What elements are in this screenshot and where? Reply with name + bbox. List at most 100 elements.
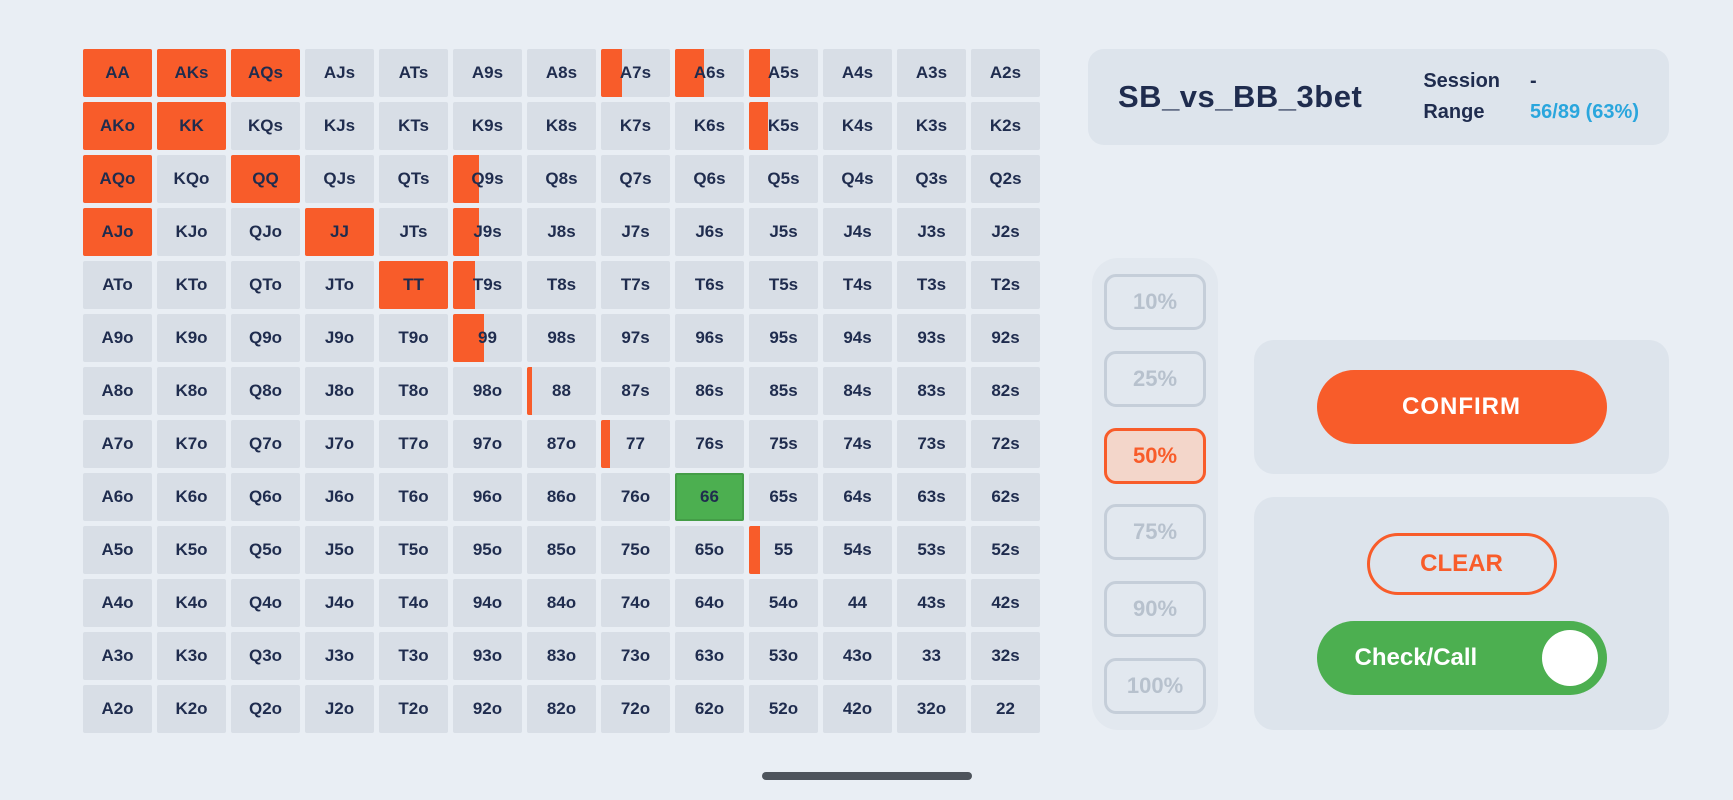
hand-cell-K5o[interactable]: K5o	[157, 526, 226, 574]
hand-cell-54o[interactable]: 54o	[749, 579, 818, 627]
preset-50%[interactable]: 50%	[1104, 427, 1206, 484]
hand-cell-K2s[interactable]: K2s	[971, 102, 1040, 150]
hand-cell-KJo[interactable]: KJo	[157, 208, 226, 256]
hand-cell-87s[interactable]: 87s	[601, 367, 670, 415]
hand-cell-92o[interactable]: 92o	[453, 685, 522, 733]
hand-cell-KTs[interactable]: KTs	[379, 102, 448, 150]
hand-cell-J6s[interactable]: J6s	[675, 208, 744, 256]
hand-cell-A3o[interactable]: A3o	[83, 632, 152, 680]
hand-cell-76s[interactable]: 76s	[675, 420, 744, 468]
hand-cell-63s[interactable]: 63s	[897, 473, 966, 521]
hand-cell-KQs[interactable]: KQs	[231, 102, 300, 150]
hand-cell-T4s[interactable]: T4s	[823, 261, 892, 309]
hand-cell-J8s[interactable]: J8s	[527, 208, 596, 256]
hand-cell-Q5s[interactable]: Q5s	[749, 155, 818, 203]
hand-cell-87o[interactable]: 87o	[527, 420, 596, 468]
hand-cell-98s[interactable]: 98s	[527, 314, 596, 362]
hand-cell-T5o[interactable]: T5o	[379, 526, 448, 574]
hand-cell-A2s[interactable]: A2s	[971, 49, 1040, 97]
hand-cell-T5s[interactable]: T5s	[749, 261, 818, 309]
hand-cell-T7s[interactable]: T7s	[601, 261, 670, 309]
hand-cell-K4o[interactable]: K4o	[157, 579, 226, 627]
hand-cell-65o[interactable]: 65o	[675, 526, 744, 574]
hand-cell-Q7o[interactable]: Q7o	[231, 420, 300, 468]
hand-cell-AA[interactable]: AA	[83, 49, 152, 97]
hand-cell-66[interactable]: 66	[675, 473, 744, 521]
hand-cell-T7o[interactable]: T7o	[379, 420, 448, 468]
hand-cell-A2o[interactable]: A2o	[83, 685, 152, 733]
hand-cell-T3s[interactable]: T3s	[897, 261, 966, 309]
hand-cell-Q4s[interactable]: Q4s	[823, 155, 892, 203]
hand-cell-Q2s[interactable]: Q2s	[971, 155, 1040, 203]
hand-cell-Q8s[interactable]: Q8s	[527, 155, 596, 203]
confirm-button[interactable]: CONFIRM	[1316, 370, 1607, 444]
hand-cell-62s[interactable]: 62s	[971, 473, 1040, 521]
hand-cell-QJo[interactable]: QJo	[231, 208, 300, 256]
hand-cell-ATo[interactable]: ATo	[83, 261, 152, 309]
hand-cell-AQo[interactable]: AQo	[83, 155, 152, 203]
hand-cell-T4o[interactable]: T4o	[379, 579, 448, 627]
hand-cell-83s[interactable]: 83s	[897, 367, 966, 415]
hand-cell-84o[interactable]: 84o	[527, 579, 596, 627]
hand-cell-AJo[interactable]: AJo	[83, 208, 152, 256]
hand-cell-AKs[interactable]: AKs	[157, 49, 226, 97]
home-indicator[interactable]	[762, 772, 972, 780]
hand-cell-J3o[interactable]: J3o	[305, 632, 374, 680]
hand-cell-T8o[interactable]: T8o	[379, 367, 448, 415]
hand-cell-K7s[interactable]: K7s	[601, 102, 670, 150]
hand-cell-73s[interactable]: 73s	[897, 420, 966, 468]
hand-cell-A5s[interactable]: A5s	[749, 49, 818, 97]
hand-cell-T6o[interactable]: T6o	[379, 473, 448, 521]
hand-cell-T3o[interactable]: T3o	[379, 632, 448, 680]
hand-cell-K9o[interactable]: K9o	[157, 314, 226, 362]
hand-cell-95o[interactable]: 95o	[453, 526, 522, 574]
hand-cell-JJ[interactable]: JJ	[305, 208, 374, 256]
hand-cell-QTs[interactable]: QTs	[379, 155, 448, 203]
hand-cell-75s[interactable]: 75s	[749, 420, 818, 468]
hand-cell-97o[interactable]: 97o	[453, 420, 522, 468]
hand-cell-Q6o[interactable]: Q6o	[231, 473, 300, 521]
clear-button[interactable]: CLEAR	[1366, 532, 1557, 595]
hand-cell-76o[interactable]: 76o	[601, 473, 670, 521]
hand-cell-62o[interactable]: 62o	[675, 685, 744, 733]
hand-cell-32o[interactable]: 32o	[897, 685, 966, 733]
hand-cell-Q5o[interactable]: Q5o	[231, 526, 300, 574]
hand-cell-86s[interactable]: 86s	[675, 367, 744, 415]
hand-cell-TT[interactable]: TT	[379, 261, 448, 309]
hand-cell-A9o[interactable]: A9o	[83, 314, 152, 362]
hand-cell-J5s[interactable]: J5s	[749, 208, 818, 256]
hand-cell-96s[interactable]: 96s	[675, 314, 744, 362]
hand-cell-Q3o[interactable]: Q3o	[231, 632, 300, 680]
hand-cell-K2o[interactable]: K2o	[157, 685, 226, 733]
hand-cell-85s[interactable]: 85s	[749, 367, 818, 415]
hand-cell-JTo[interactable]: JTo	[305, 261, 374, 309]
hand-cell-55[interactable]: 55	[749, 526, 818, 574]
hand-cell-72s[interactable]: 72s	[971, 420, 1040, 468]
hand-cell-Q6s[interactable]: Q6s	[675, 155, 744, 203]
hand-cell-95s[interactable]: 95s	[749, 314, 818, 362]
hand-cell-82s[interactable]: 82s	[971, 367, 1040, 415]
hand-cell-T2s[interactable]: T2s	[971, 261, 1040, 309]
hand-cell-74s[interactable]: 74s	[823, 420, 892, 468]
hand-cell-Q8o[interactable]: Q8o	[231, 367, 300, 415]
hand-cell-Q2o[interactable]: Q2o	[231, 685, 300, 733]
hand-cell-65s[interactable]: 65s	[749, 473, 818, 521]
check-call-toggle[interactable]: Check/Call	[1316, 620, 1607, 695]
hand-cell-72o[interactable]: 72o	[601, 685, 670, 733]
hand-cell-J9s[interactable]: J9s	[453, 208, 522, 256]
hand-cell-KJs[interactable]: KJs	[305, 102, 374, 150]
hand-cell-73o[interactable]: 73o	[601, 632, 670, 680]
hand-cell-K8s[interactable]: K8s	[527, 102, 596, 150]
hand-cell-99[interactable]: 99	[453, 314, 522, 362]
hand-cell-Q9s[interactable]: Q9s	[453, 155, 522, 203]
hand-cell-64s[interactable]: 64s	[823, 473, 892, 521]
hand-cell-KQo[interactable]: KQo	[157, 155, 226, 203]
hand-cell-93s[interactable]: 93s	[897, 314, 966, 362]
hand-cell-98o[interactable]: 98o	[453, 367, 522, 415]
hand-cell-A7s[interactable]: A7s	[601, 49, 670, 97]
hand-cell-K7o[interactable]: K7o	[157, 420, 226, 468]
hand-cell-J2o[interactable]: J2o	[305, 685, 374, 733]
hand-cell-J8o[interactable]: J8o	[305, 367, 374, 415]
hand-cell-A6o[interactable]: A6o	[83, 473, 152, 521]
hand-cell-J7s[interactable]: J7s	[601, 208, 670, 256]
